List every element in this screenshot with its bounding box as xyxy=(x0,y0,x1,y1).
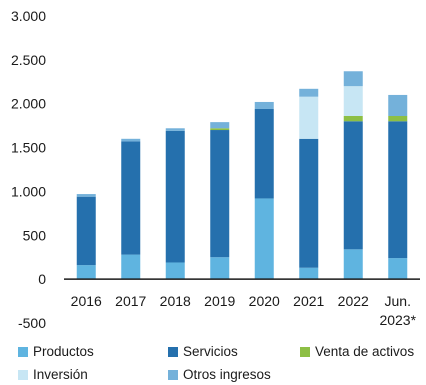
bar-segment xyxy=(165,128,185,131)
legend-swatch xyxy=(168,346,178,357)
bar-segment xyxy=(210,130,230,258)
bar-segment xyxy=(165,262,185,280)
bar-segment xyxy=(299,267,319,280)
bar-segment xyxy=(121,141,141,255)
bar-segment xyxy=(388,258,408,280)
x-tick-label: 2016 xyxy=(71,293,102,309)
x-tick-label: 2022 xyxy=(338,293,369,309)
y-tick-label: 2.500 xyxy=(11,52,46,68)
legend-item-productos: Productos xyxy=(18,344,94,359)
bar-segment xyxy=(388,94,408,116)
legend-label: Productos xyxy=(33,344,94,359)
bar-segment xyxy=(299,138,319,268)
bar-segment xyxy=(343,71,363,87)
legend-item-inversion: Inversión xyxy=(18,367,88,382)
bar-segment xyxy=(343,86,363,116)
bar-segment xyxy=(388,115,408,122)
legend-label: Otros ingresos xyxy=(183,367,271,382)
legend-label: Venta de activos xyxy=(315,344,415,359)
y-tick-label: 1.000 xyxy=(11,183,46,199)
bar-segment xyxy=(76,194,96,197)
legend-label: Inversión xyxy=(33,367,88,382)
x-tick-label: 2017 xyxy=(115,293,146,309)
legend-label: Servicios xyxy=(183,344,238,359)
legend-swatch xyxy=(300,346,310,357)
bar-segment xyxy=(299,88,319,97)
bar-segment xyxy=(121,138,141,142)
y-tick-label: -500 xyxy=(18,315,46,331)
bars xyxy=(76,71,408,280)
y-tick-label: 0 xyxy=(38,271,46,287)
x-tick-label: 2018 xyxy=(160,293,191,309)
bar-segment xyxy=(299,96,319,139)
bar-segment xyxy=(254,101,274,109)
x-tick-label: 2021 xyxy=(293,293,324,309)
legend-item-venta-de-activos: Venta de activos xyxy=(300,344,414,359)
bar-segment xyxy=(388,121,408,259)
legend-item-servicios: Servicios xyxy=(168,344,238,359)
x-tick-label: 2020 xyxy=(249,293,280,309)
legend-swatch xyxy=(18,369,28,380)
bar-segment xyxy=(76,196,96,266)
legend-swatch xyxy=(18,346,28,357)
bar-segment xyxy=(76,265,96,280)
bar-segment xyxy=(165,130,185,263)
x-axis: 2016 2017 2018 2019 2020 2021 2022 Jun. 2023* xyxy=(71,293,417,328)
bar-segment xyxy=(210,257,230,280)
y-tick-label: 500 xyxy=(23,227,47,243)
bar-segment xyxy=(210,122,230,129)
bar-segment xyxy=(343,115,363,122)
bar-segment xyxy=(254,108,274,199)
legend: Productos Servicios Venta de activos Inv… xyxy=(0,336,426,385)
bar-segment xyxy=(343,121,363,250)
bar-segment xyxy=(254,198,274,280)
bar-segment xyxy=(210,128,230,131)
x-tick-label: Jun. 2023* xyxy=(379,293,416,328)
legend-item-otros-ingresos: Otros ingresos xyxy=(168,367,271,382)
x-tick-label: 2019 xyxy=(204,293,235,309)
y-tick-label: 3.000 xyxy=(11,8,46,24)
y-tick-label: 2.000 xyxy=(11,96,46,112)
bar-segment xyxy=(343,249,363,280)
y-tick-label: 1.500 xyxy=(11,140,46,156)
bar-segment xyxy=(121,254,141,280)
y-axis: 3.000 2.500 2.000 1.500 1.000 500 0 -500 xyxy=(11,8,46,331)
legend-swatch xyxy=(168,369,178,380)
